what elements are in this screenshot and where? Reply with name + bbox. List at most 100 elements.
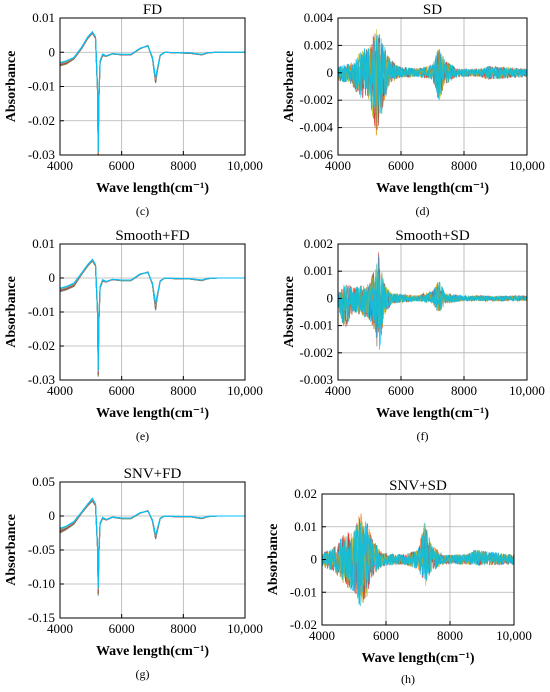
y-tick-label: -0.01 — [28, 79, 55, 94]
x-tick-label: 4000 — [47, 158, 73, 173]
y-tick-label: -0.01 — [28, 304, 55, 319]
x-tick-label: 4000 — [325, 383, 351, 398]
y-tick-label: -0.10 — [28, 576, 55, 591]
x-tick-label: 4000 — [325, 158, 351, 173]
chart-panel-4: 4000 6000 8000 10,000 0.05 0 -0.05 -0.10 -0.15 SN… — [4, 466, 263, 681]
y-tick-label: 0.002 — [304, 37, 333, 52]
spectrum-line — [60, 499, 245, 595]
y-tick-label: 0.004 — [304, 10, 334, 25]
y-tick-label: -0.002 — [299, 345, 333, 360]
x-tick-label: 10,000 — [509, 383, 545, 398]
chart-title: Smooth+SD — [395, 228, 469, 244]
y-tick-label: 0.01 — [32, 236, 55, 251]
panel-caption: (h) — [401, 672, 415, 686]
series-group — [60, 258, 245, 377]
spectrum-line — [60, 258, 245, 370]
spectrum-line — [60, 498, 245, 592]
spectrum-line — [60, 259, 245, 373]
spectrum-line — [60, 259, 245, 373]
y-tick-label: 0.05 — [32, 474, 55, 489]
y-axis-label: Absorbance — [266, 524, 281, 596]
y-tick-label: 0 — [49, 270, 56, 285]
y-tick-label: 0 — [327, 290, 334, 305]
y-tick-label: 0 — [311, 552, 318, 567]
spectrum-line — [60, 31, 245, 153]
x-tick-label: 10,000 — [509, 158, 545, 173]
y-tick-label: 0 — [327, 65, 334, 80]
series-group — [60, 30, 245, 155]
y-tick-label: -0.01 — [290, 584, 317, 599]
x-tick-label: 8000 — [437, 628, 463, 643]
spectrum-line — [322, 521, 514, 606]
spectrum-line — [60, 31, 245, 155]
spectrum-line — [60, 498, 245, 590]
x-tick-label: 4000 — [47, 383, 73, 398]
series-group — [322, 512, 514, 607]
y-tick-label: 0.02 — [294, 486, 317, 501]
y-axis-label: Absorbance — [4, 51, 19, 123]
spectrum-line — [60, 30, 245, 152]
x-axis-label: Wave length(cm⁻¹) — [96, 406, 209, 421]
y-tick-label: -0.03 — [28, 147, 55, 162]
panel-caption: (e) — [136, 429, 149, 443]
y-tick-label: -0.02 — [28, 113, 55, 128]
x-tick-label: 10,000 — [227, 383, 263, 398]
spectrum-line — [338, 35, 527, 114]
x-tick-label: 10,000 — [227, 158, 263, 173]
x-axis-label: Wave length(cm⁻¹) — [376, 181, 489, 196]
y-tick-label: -0.02 — [28, 338, 55, 353]
spectrum-line — [60, 258, 245, 371]
x-tick-label: 6000 — [373, 628, 399, 643]
spectrum-line — [60, 499, 245, 594]
panel-caption: (g) — [136, 667, 150, 681]
y-tick-label: -0.03 — [28, 372, 55, 387]
y-axis-label: Absorbance — [282, 276, 297, 348]
spectrum-line — [60, 497, 245, 588]
series-group — [338, 29, 527, 136]
x-axis-label: Wave length(cm⁻¹) — [96, 644, 209, 659]
y-tick-label: -0.001 — [299, 318, 333, 333]
spectrum-line — [60, 500, 245, 596]
chart-panel-0: 4000 6000 8000 10,000 0.01 0 -0.01 -0.02 -0.03 FD… — [4, 2, 263, 218]
plot-frame — [337, 17, 528, 156]
y-tick-label: 0.01 — [32, 10, 55, 25]
chart-title: SD — [423, 2, 442, 18]
y-axis-label: Absorbance — [4, 514, 19, 586]
spectrum-line — [60, 498, 245, 592]
y-tick-label: 0.002 — [304, 236, 333, 251]
y-tick-label: 0 — [49, 508, 56, 523]
spectrum-line — [60, 258, 245, 372]
panel-caption: (c) — [136, 204, 149, 218]
panel-caption: (f) — [417, 429, 429, 443]
y-tick-label: -0.003 — [299, 372, 333, 387]
x-tick-label: 4000 — [47, 621, 73, 636]
x-tick-label: 8000 — [451, 158, 477, 173]
spectrum-line — [60, 499, 245, 593]
x-tick-label: 10,000 — [227, 621, 263, 636]
x-axis-label: Wave length(cm⁻¹) — [96, 181, 209, 196]
x-tick-label: 6000 — [388, 383, 414, 398]
spectrum-line — [60, 31, 245, 154]
y-tick-label: -0.006 — [299, 147, 333, 162]
spectrum-line — [60, 259, 245, 375]
y-tick-label: -0.004 — [299, 120, 333, 135]
x-axis-label: Wave length(cm⁻¹) — [361, 651, 474, 666]
spectrum-line — [60, 498, 245, 591]
x-tick-label: 8000 — [451, 383, 477, 398]
spectrum-line — [338, 267, 527, 350]
chart-panel-5: 4000 6000 8000 10,000 0.02 0.01 0 -0.01 -0.02 SNV… — [266, 478, 532, 686]
x-tick-label: 6000 — [109, 621, 135, 636]
chart-title: FD — [143, 2, 162, 18]
y-tick-label: 0 — [49, 44, 56, 59]
x-tick-label: 4000 — [309, 628, 335, 643]
spectrum-line — [60, 31, 245, 155]
x-tick-label: 6000 — [109, 158, 135, 173]
chart-title: SNV+SD — [389, 478, 447, 494]
y-axis-label: Absorbance — [282, 51, 297, 123]
chart-panel-3: 4000 6000 8000 10,000 0.002 0.001 0 -0.001 -0.00… — [282, 228, 545, 443]
x-tick-label: 6000 — [109, 383, 135, 398]
y-tick-label: -0.02 — [290, 617, 317, 632]
chart-title: Smooth+FD — [115, 228, 189, 244]
spectrum-line — [60, 259, 245, 374]
